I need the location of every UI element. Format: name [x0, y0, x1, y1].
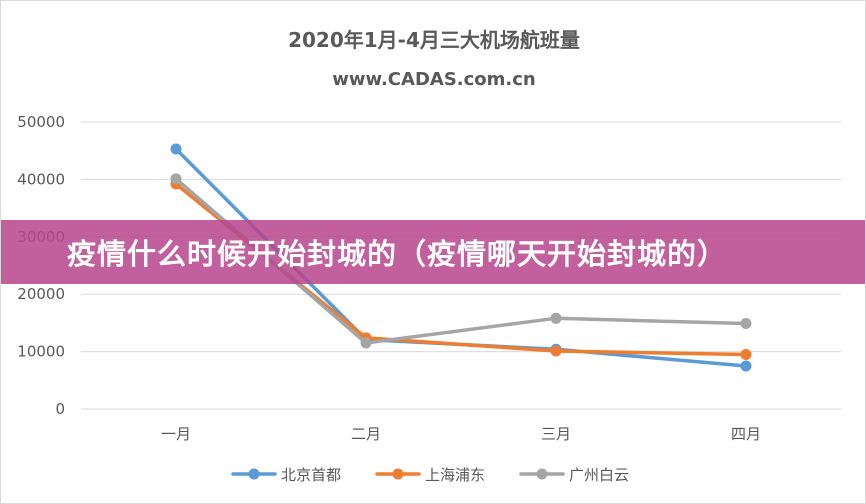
y-tick-label: 20000 [17, 285, 65, 303]
data-point [740, 317, 752, 329]
legend-item: 上海浦东 [375, 466, 485, 484]
y-tick-label: 50000 [17, 113, 65, 131]
legend-label: 广州白云 [569, 466, 629, 484]
legend-marker [536, 468, 548, 480]
y-tick-label: 0 [55, 400, 65, 418]
legend-label: 上海浦东 [425, 466, 485, 484]
legend: 北京首都 上海浦东 广州白云 [231, 466, 629, 484]
x-tick-label: 四月 [731, 425, 761, 443]
x-tick-label: 一月 [161, 425, 191, 443]
legend-item: 北京首都 [231, 466, 341, 484]
legend-marker [392, 468, 404, 480]
chart-title: 2020年1月-4月三大机场航班量 [288, 28, 580, 52]
legend-label: 北京首都 [281, 466, 341, 484]
data-point [170, 143, 182, 155]
data-point [740, 348, 752, 360]
chart-subtitle: www.CADAS.com.cn [332, 69, 536, 90]
x-tick-label: 二月 [351, 425, 381, 443]
legend-marker [248, 468, 260, 480]
x-tick-label: 三月 [541, 425, 571, 443]
data-point [360, 337, 372, 349]
y-axis-ticks: 01000020000300004000050000 [17, 113, 65, 418]
data-point [550, 345, 562, 357]
data-point [170, 173, 182, 185]
data-point [550, 312, 562, 324]
x-axis-ticks: 一月 二月 三月 四月 [161, 425, 761, 443]
data-point [740, 360, 752, 372]
y-tick-label: 40000 [17, 170, 65, 188]
legend-item: 广州白云 [519, 466, 629, 484]
y-tick-label: 10000 [17, 343, 65, 361]
banner-text: 疫情什么时候开始封城的（疫情哪天开始封城的） [67, 237, 728, 271]
overlay-banner: 疫情什么时候开始封城的（疫情哪天开始封城的） [1, 220, 865, 284]
